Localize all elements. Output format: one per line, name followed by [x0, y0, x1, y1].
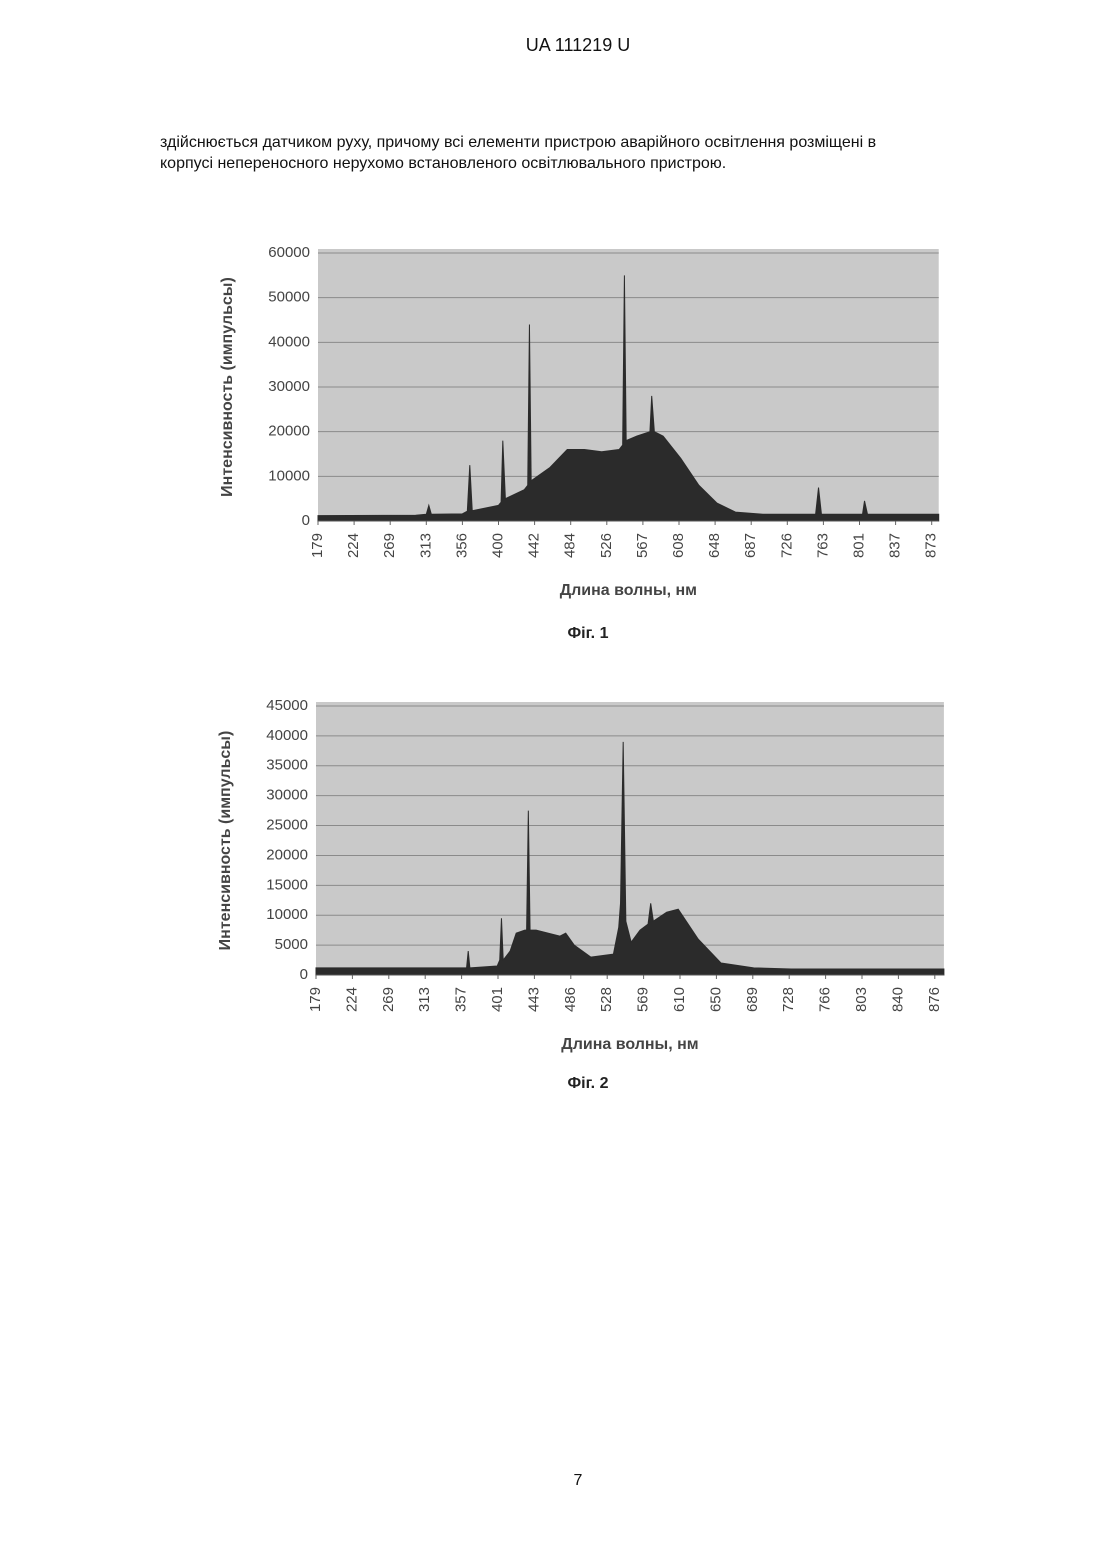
y-tick-label: 30000 [266, 787, 308, 804]
x-tick-label: 400 [489, 533, 506, 558]
x-tick-label: 801 [850, 533, 867, 558]
x-tick-label: 269 [380, 987, 397, 1012]
y-tick-label: 60000 [268, 244, 310, 261]
x-tick-label: 766 [817, 987, 834, 1012]
x-tick-label: 648 [706, 533, 723, 558]
plot-area [316, 702, 944, 975]
y-tick-label: 30000 [268, 378, 310, 395]
x-tick-label: 763 [814, 533, 831, 558]
y-tick-label: 5000 [275, 936, 308, 953]
figure-caption: Фіг. 2 [568, 1075, 609, 1092]
page-number: 7 [574, 1472, 583, 1489]
text-line: корпусі непереносного нерухомо встановле… [160, 155, 726, 172]
x-tick-label: 687 [742, 533, 759, 558]
x-tick-label: 179 [309, 533, 326, 558]
y-tick-label: 50000 [268, 289, 310, 306]
x-tick-label: 401 [489, 987, 506, 1012]
x-tick-label: 224 [343, 987, 360, 1012]
y-tick-label: 35000 [266, 757, 308, 774]
y-tick-label: 40000 [266, 727, 308, 744]
x-tick-label: 567 [634, 533, 651, 558]
x-tick-label: 269 [381, 533, 398, 558]
x-tick-label: 876 [926, 987, 943, 1012]
y-tick-label: 40000 [268, 333, 310, 350]
x-tick-label: 873 [923, 533, 940, 558]
x-tick-label: 728 [780, 987, 797, 1012]
page: UA 111219 U здійснюється датчиком руху, … [0, 0, 1101, 1557]
figure-caption: Фіг. 1 [568, 625, 609, 642]
y-tick-label: 10000 [266, 906, 308, 923]
y-axis-label: Интенсивность (импульсы) [217, 731, 234, 951]
y-axis-label: Интенсивность (импульсы) [219, 277, 236, 497]
x-tick-label: 484 [562, 533, 579, 558]
x-tick-label: 650 [707, 987, 724, 1012]
x-tick-label: 443 [525, 987, 542, 1012]
x-tick-label: 803 [853, 987, 870, 1012]
x-tick-label: 569 [635, 987, 652, 1012]
x-tick-label: 179 [307, 987, 324, 1012]
x-tick-label: 224 [345, 533, 362, 558]
y-tick-label: 10000 [268, 467, 310, 484]
header: UA 111219 U [526, 35, 630, 55]
x-tick-label: 837 [887, 533, 904, 558]
x-axis-label: Длина волны, нм [560, 582, 697, 599]
y-tick-label: 0 [302, 512, 310, 529]
y-tick-label: 15000 [266, 876, 308, 893]
text-line: здійснюється датчиком руху, причому всі … [160, 134, 876, 151]
y-tick-label: 45000 [266, 697, 308, 714]
x-tick-label: 357 [453, 987, 470, 1012]
x-tick-label: 610 [671, 987, 688, 1012]
x-tick-label: 840 [889, 987, 906, 1012]
x-tick-label: 608 [670, 533, 687, 558]
x-tick-label: 442 [526, 533, 543, 558]
x-tick-label: 356 [453, 533, 470, 558]
x-tick-label: 313 [417, 533, 434, 558]
x-tick-label: 528 [598, 987, 615, 1012]
x-tick-label: 689 [744, 987, 761, 1012]
y-tick-label: 20000 [266, 846, 308, 863]
x-tick-label: 313 [416, 987, 433, 1012]
x-tick-label: 526 [598, 533, 615, 558]
y-tick-label: 20000 [268, 423, 310, 440]
x-tick-label: 726 [778, 533, 795, 558]
x-axis-label: Длина волны, нм [561, 1036, 698, 1053]
x-tick-label: 486 [562, 987, 579, 1012]
y-tick-label: 25000 [266, 817, 308, 834]
y-tick-label: 0 [300, 966, 308, 983]
